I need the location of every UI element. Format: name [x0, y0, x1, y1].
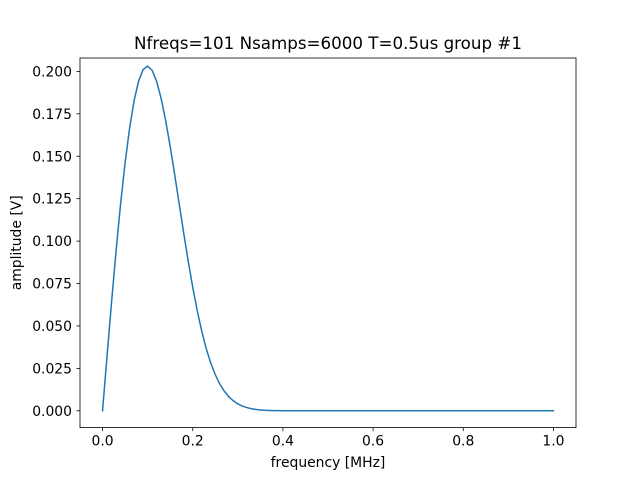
y-tick-label: 0.125: [32, 192, 72, 208]
plot-frame: [79, 57, 577, 429]
x-tick-label: 0.8: [452, 434, 474, 450]
x-tick-label: 1.0: [542, 434, 564, 450]
x-tick-label: 0.2: [182, 434, 204, 450]
y-tick-label: 0.175: [32, 107, 72, 123]
x-axis: 0.0 0.2 0.4 0.6 0.8 1.0: [91, 427, 565, 450]
y-tick-label: 0.075: [32, 277, 72, 293]
x-axis-label: frequency [MHz]: [271, 455, 386, 471]
x-tick-label: 0.4: [272, 434, 294, 450]
chart-title: Nfreqs=101 Nsamps=6000 T=0.5us group #1: [134, 33, 522, 53]
x-tick-label: 0.6: [362, 434, 384, 450]
y-tick-label: 0.200: [32, 64, 72, 80]
y-tick-label: 0.050: [32, 319, 72, 335]
x-tick-label: 0.0: [91, 434, 113, 450]
y-axis: 0.000 0.025 0.050 0.075 0.100 0.125 0.150 0.175…: [32, 64, 80, 420]
y-tick-label: 0.150: [32, 149, 72, 165]
y-tick-label: 0.025: [32, 361, 72, 377]
series-layer: [101, 65, 555, 412]
plot-background: [80, 58, 576, 428]
y-tick-label: 0.100: [32, 234, 72, 250]
series-line: [101, 65, 555, 412]
y-axis-label: amplitude [V]: [9, 195, 25, 290]
y-tick-label: 0.000: [32, 404, 72, 420]
